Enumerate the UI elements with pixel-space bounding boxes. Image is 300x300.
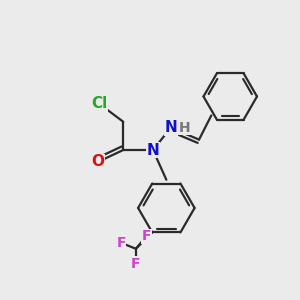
Text: N: N — [147, 142, 159, 158]
Text: O: O — [92, 154, 104, 169]
Text: F: F — [131, 256, 141, 271]
Text: H: H — [178, 121, 190, 135]
Text: Cl: Cl — [91, 96, 108, 111]
Text: F: F — [116, 236, 126, 250]
Text: F: F — [142, 229, 151, 243]
Text: N: N — [164, 120, 177, 135]
